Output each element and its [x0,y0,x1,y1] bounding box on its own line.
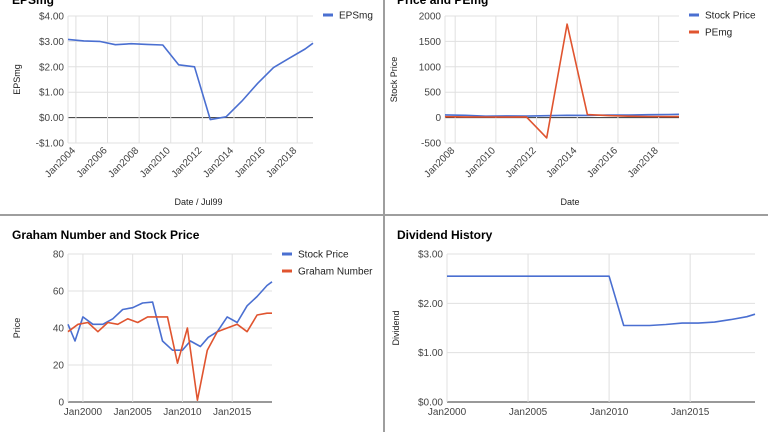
y-axis-label: Stock Price [389,57,399,103]
y-tick-label: -$1.00 [36,139,65,150]
y-tick-label: -500 [421,139,441,150]
x-tick-label: Jan2018 [626,145,661,180]
y-tick-label: $2.00 [418,299,443,310]
price-pe-chart-panel: Price and PEmg -500 0 500 1000 1500 2000 Jan200… [385,0,768,214]
y-tick-label: $0.00 [39,113,64,124]
x-tick-label: Jan2012 [170,145,205,180]
x-tick-label: Jan2018 [264,145,299,180]
horizontal-divider [0,214,768,216]
y-tick-label: 0 [435,113,441,124]
y-tick-label: 500 [424,88,441,99]
y-tick-label: $3.00 [39,37,64,48]
chart-title: EPSmg [12,0,54,7]
dividend-chart-panel: Dividend History $0.00 $1.00 $2.00 $3.00 Jan2… [385,216,768,432]
y-tick-label: 1500 [419,37,442,48]
x-tick-label: Jan2005 [113,407,152,418]
x-tick-label: Jan2000 [428,407,467,418]
x-tick-label: Jan2010 [163,407,202,418]
x-axis-label: Date [560,197,579,207]
graham-chart-panel: Graham Number and Stock Price 0 20 40 60 80 Ja… [0,216,383,432]
x-tick-label: Jan2016 [233,145,268,180]
x-tick-label: Jan2010 [463,145,498,180]
y-tick-label: 80 [53,250,65,261]
legend-label: PEmg [705,28,732,39]
chart-title: Dividend History [397,228,493,242]
eps-chart-panel: EPSmg -$1.00 $0.00 $1.00 $2.00 $3.00 $4.00 Jan2… [0,0,383,214]
x-tick-label: Jan2015 [671,407,710,418]
graham-chart: Graham Number and Stock Price 0 20 40 60 80 Ja… [12,228,373,418]
y-tick-label: $1.00 [39,88,64,99]
dividend-chart: Dividend History $0.00 $1.00 $2.00 $3.00 Jan2… [391,228,756,418]
y-tick-label: 40 [53,324,65,335]
x-tick-label: Jan2005 [509,407,548,418]
y-tick-label: 1000 [419,62,442,73]
x-tick-label: Jan2004 [43,145,78,180]
series-line [67,312,272,401]
price-pe-chart: Price and PEmg -500 0 500 1000 1500 2000 Jan200… [389,0,756,207]
x-tick-label: Jan2010 [138,145,173,180]
legend-label: EPSmg [339,11,373,22]
y-axis-label: Dividend [391,310,401,345]
series-line [67,38,314,121]
x-tick-label: Jan2014 [544,145,579,180]
x-tick-label: Jan2006 [75,145,110,180]
series-line [444,23,679,139]
x-tick-label: Jan2015 [213,407,252,418]
x-tick-label: Jan2016 [585,145,620,180]
x-tick-label: Jan2010 [590,407,629,418]
y-tick-label: $1.00 [418,348,443,359]
legend-label: Stock Price [298,250,349,261]
legend-label: Stock Price [705,11,756,22]
x-tick-label: Jan2012 [504,145,539,180]
y-tick-label: 2000 [419,12,442,23]
series-line [67,281,273,351]
y-tick-label: $0.00 [418,398,443,409]
x-tick-label: Jan2014 [201,145,236,180]
y-tick-label: $4.00 [39,12,64,23]
y-tick-label: 60 [53,287,65,298]
chart-title: Graham Number and Stock Price [12,228,200,242]
y-tick-label: 20 [53,361,65,372]
y-tick-label: $2.00 [39,62,64,73]
vertical-divider [383,0,385,432]
y-tick-label: $3.00 [418,250,443,261]
x-tick-label: Jan2000 [64,407,103,418]
x-tick-label: Jan2008 [106,145,141,180]
series-line [447,275,756,327]
eps-chart: EPSmg -$1.00 $0.00 $1.00 $2.00 $3.00 $4.00 Jan2… [12,0,373,207]
chart-title: Price and PEmg [397,0,488,7]
x-axis-label: Date / Jul99 [174,197,222,207]
y-tick-label: 0 [58,398,64,409]
x-tick-label: Jan2008 [422,145,457,180]
legend-label: Graham Number [298,267,373,278]
y-axis-label: EPSmg [12,64,22,95]
y-axis-label: Price [12,318,22,339]
